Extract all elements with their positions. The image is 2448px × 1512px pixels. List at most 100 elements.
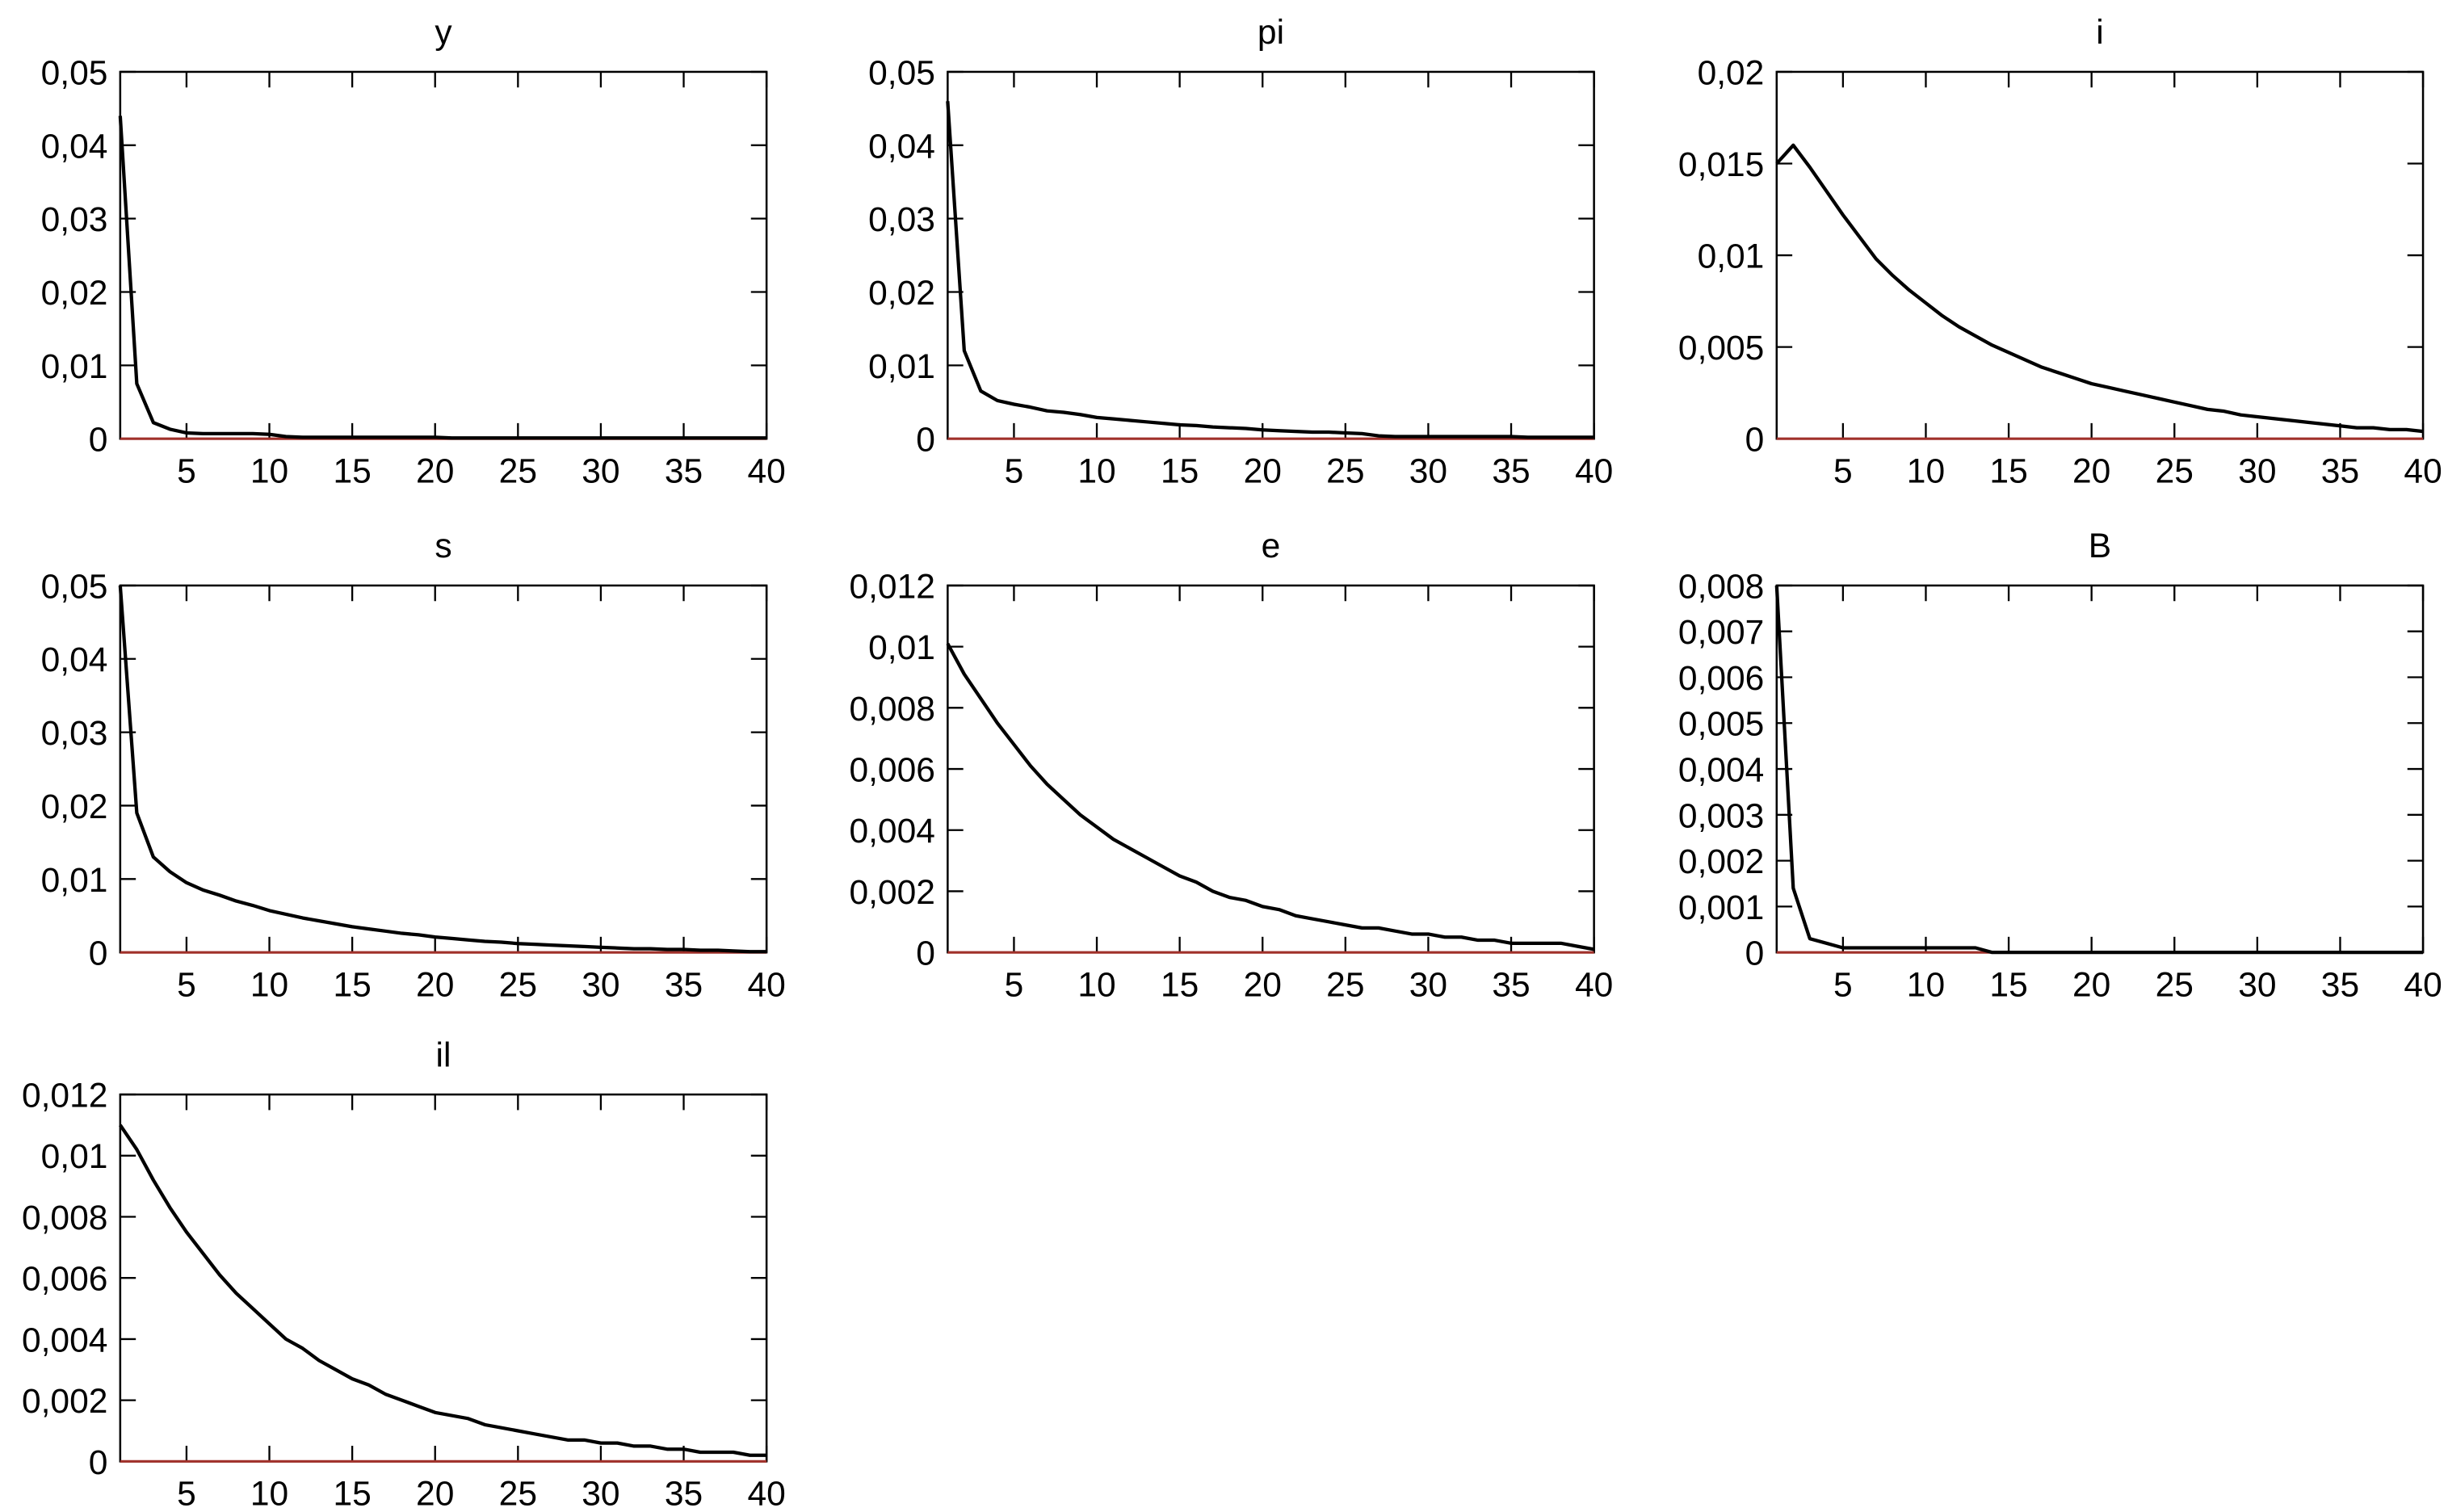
panel-title: B	[2089, 527, 2111, 565]
line-series	[946, 642, 1595, 951]
x-tick-label: 10	[1077, 452, 1115, 490]
panel-title: i	[2096, 14, 2103, 52]
y-tick-label: 0,04	[41, 641, 108, 679]
x-tick-label: 10	[1907, 966, 1945, 1004]
x-tick-label: 20	[1244, 966, 1282, 1004]
x-tick-label: 25	[1326, 452, 1364, 490]
x-tick-label: 30	[1409, 452, 1447, 490]
x-tick-label: 20	[416, 452, 454, 490]
y-tick-label: 0,05	[41, 568, 108, 606]
x-tick-label: 35	[1492, 452, 1530, 490]
x-tick-label: 40	[1575, 452, 1613, 490]
x-tick-label: 40	[2404, 966, 2442, 1004]
x-tick-label: 15	[333, 966, 371, 1004]
y-tick-label: 0,015	[1678, 146, 1764, 184]
panel: il 0 0,002 0,004 0,006 0,008 0,01 0,012 5 10 15 20 2…	[22, 1036, 786, 1512]
y-tick-label: 0,008	[1678, 568, 1764, 606]
panel-title: y	[435, 14, 452, 52]
plot-frame	[947, 584, 1595, 954]
y-tick-label: 0,002	[849, 874, 934, 912]
x-tick-label: 40	[2404, 452, 2442, 490]
x-tick-label: 20	[416, 1475, 454, 1512]
line-series	[119, 1124, 767, 1457]
x-tick-label: 40	[747, 1475, 785, 1512]
x-tick-label: 10	[250, 452, 288, 490]
x-tick-label: 40	[747, 452, 785, 490]
panel-title: il	[436, 1036, 451, 1074]
y-tick-label: 0	[1745, 422, 1765, 460]
y-tick-label: 0,02	[1698, 54, 1765, 92]
y-tick-label: 0,002	[22, 1383, 107, 1421]
y-tick-label: 0,006	[22, 1261, 107, 1299]
panel-title: pi	[1258, 14, 1284, 52]
panel-title: e	[1262, 527, 1281, 565]
y-tick-label: 0,01	[41, 1138, 108, 1176]
x-tick-label: 10	[1077, 966, 1115, 1004]
y-tick-label: 0,006	[1678, 660, 1764, 698]
y-tick-label: 0,01	[41, 348, 108, 386]
panel: s 0 0,01 0,02 0,03 0,04 0,05 5 10 15 20 25 30 35 40	[41, 527, 786, 1004]
x-tick-label: 20	[2072, 452, 2110, 490]
x-tick-label: 15	[1161, 452, 1199, 490]
line-series	[1774, 585, 2424, 955]
y-tick-label: 0,012	[22, 1077, 107, 1115]
x-tick-label: 35	[665, 452, 703, 490]
y-tick-label: 0,03	[868, 201, 935, 239]
x-tick-label: 15	[333, 452, 371, 490]
x-tick-label: 30	[2238, 452, 2276, 490]
y-tick-label: 0,04	[41, 128, 108, 166]
plot-frame	[119, 584, 768, 954]
x-tick-label: 35	[2321, 966, 2359, 1004]
x-tick-label: 25	[499, 1475, 537, 1512]
x-tick-label: 25	[2156, 966, 2194, 1004]
panel: pi 0 0,01 0,02 0,03 0,04 0,05 5 10 15 20 25 30 35 40	[868, 14, 1613, 490]
y-tick-label: 0,008	[849, 691, 934, 729]
y-tick-label: 0,004	[849, 813, 934, 850]
x-tick-label: 5	[177, 966, 196, 1004]
panel: y 0 0,01 0,02 0,03 0,04 0,05 5 10 15 20 25 30 35 40	[41, 14, 786, 490]
y-tick-label: 0,012	[849, 568, 934, 606]
x-tick-label: 20	[2072, 966, 2110, 1004]
y-tick-label: 0,01	[868, 629, 935, 667]
plot-frame	[947, 70, 1595, 440]
y-tick-label: 0,05	[41, 54, 108, 92]
x-tick-label: 25	[499, 452, 537, 490]
x-tick-label: 30	[582, 452, 619, 490]
y-tick-label: 0,005	[1678, 330, 1764, 368]
x-tick-label: 25	[1326, 966, 1364, 1004]
y-tick-label: 0,04	[868, 128, 935, 166]
panel: i 0 0,005 0,01 0,015 0,02 5 10 15 20 25 30 35 40	[1678, 14, 2442, 490]
panel: e 0 0,002 0,004 0,006 0,008 0,01 0,012 5 10 15 20 25…	[849, 527, 1613, 1004]
x-tick-label: 40	[1575, 966, 1613, 1004]
x-tick-label: 35	[1492, 966, 1530, 1004]
plot-frame	[1775, 584, 2425, 954]
y-tick-label: 0,004	[22, 1321, 107, 1359]
x-tick-label: 25	[499, 966, 537, 1004]
y-tick-label: 0,03	[41, 201, 108, 239]
y-tick-label: 0	[916, 422, 935, 460]
y-tick-label: 0,008	[22, 1199, 107, 1237]
y-tick-label: 0,02	[41, 275, 108, 313]
x-tick-label: 5	[177, 452, 196, 490]
x-tick-label: 15	[1989, 452, 2027, 490]
y-tick-label: 0,002	[1678, 843, 1764, 881]
y-tick-label: 0	[89, 1444, 108, 1482]
line-series	[118, 585, 767, 954]
panel-title: s	[435, 527, 451, 565]
y-tick-label: 0,02	[41, 788, 108, 826]
y-tick-label: 0	[89, 422, 108, 460]
y-tick-label: 0	[916, 935, 935, 973]
y-tick-label: 0,007	[1678, 614, 1764, 652]
x-tick-label: 40	[747, 966, 785, 1004]
y-tick-label: 0,05	[868, 54, 935, 92]
x-tick-label: 15	[333, 1475, 371, 1512]
x-tick-label: 5	[1005, 966, 1024, 1004]
y-tick-label: 0,004	[1678, 752, 1764, 790]
x-tick-label: 10	[1907, 452, 1945, 490]
plot-frame	[119, 70, 768, 440]
y-tick-label: 0	[1745, 935, 1765, 973]
x-tick-label: 20	[1244, 452, 1282, 490]
x-tick-label: 35	[665, 1475, 703, 1512]
